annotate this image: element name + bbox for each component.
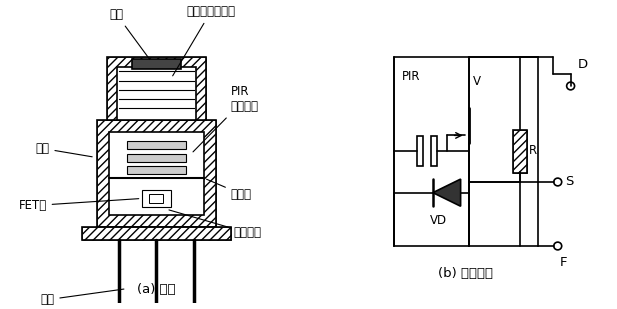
Bar [131, 59, 181, 69]
Text: (a) 结构: (a) 结构 [137, 283, 176, 296]
Text: R: R [529, 144, 537, 158]
Text: 引脚: 引脚 [40, 289, 124, 306]
Text: 菲涅尔滤光透镜: 菲涅尔滤光透镜 [173, 5, 236, 76]
Text: D: D [578, 58, 587, 71]
Text: FET管: FET管 [19, 199, 139, 212]
Polygon shape [433, 179, 461, 206]
Bar [97, 120, 216, 226]
Text: VD: VD [430, 214, 447, 227]
Bar [117, 66, 196, 120]
Text: PIR
热电元件: PIR 热电元件 [193, 85, 259, 152]
Bar [513, 129, 527, 173]
Bar [126, 141, 186, 149]
Bar [126, 154, 186, 162]
Bar [417, 136, 423, 166]
Text: (b) 内部电路: (b) 内部电路 [438, 267, 493, 280]
Bar [431, 136, 437, 166]
Text: PIR: PIR [402, 70, 421, 83]
Bar [141, 190, 172, 207]
Text: 支承环: 支承环 [207, 179, 252, 201]
Bar [513, 129, 527, 173]
Text: 电路元件: 电路元件 [169, 210, 262, 239]
Text: S: S [565, 176, 573, 188]
Text: 窗口: 窗口 [110, 8, 150, 60]
Bar [126, 167, 186, 174]
Text: 外壳: 外壳 [35, 142, 92, 157]
Bar [107, 57, 206, 120]
Bar [149, 194, 164, 203]
Bar [82, 226, 231, 240]
Bar [97, 120, 216, 226]
Bar [82, 226, 231, 240]
Text: V: V [473, 75, 481, 88]
Bar [107, 57, 206, 120]
Text: F: F [560, 256, 567, 269]
Bar [109, 132, 204, 215]
